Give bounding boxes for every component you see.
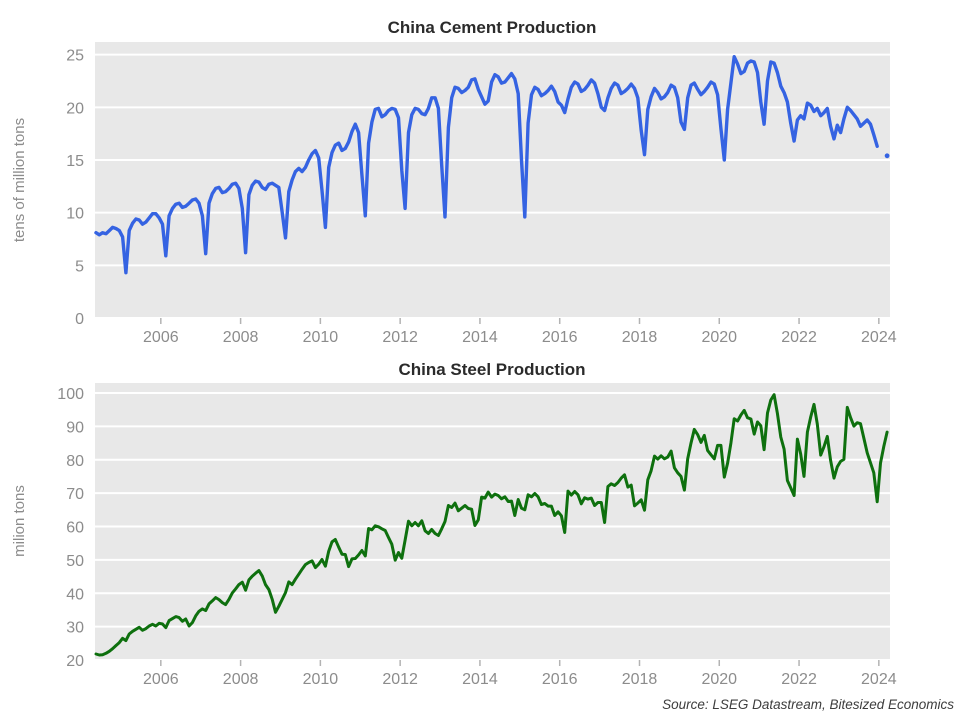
- y-tick-label: 0: [75, 311, 84, 328]
- x-tick-label: 2024: [861, 671, 897, 688]
- steel-chart-title: China Steel Production: [398, 360, 585, 379]
- y-tick-label: 20: [66, 653, 84, 670]
- x-tick-label: 2022: [781, 671, 817, 688]
- y-tick-label: 25: [66, 48, 84, 65]
- x-tick-label: 2020: [701, 671, 737, 688]
- cement-chart-title: China Cement Production: [388, 18, 597, 37]
- x-tick-label: 2018: [622, 329, 658, 346]
- cement-isolated-point: [884, 153, 890, 159]
- y-tick-label: 30: [66, 620, 84, 637]
- x-tick-label: 2018: [622, 671, 658, 688]
- y-tick-label: 70: [66, 486, 84, 503]
- steel-chart: China Steel Production milion tons 20 30 4…: [11, 360, 897, 688]
- plot-area: [95, 42, 890, 318]
- x-tick-label: 2016: [542, 671, 578, 688]
- x-tick-label: 2012: [382, 671, 418, 688]
- y-tick-label: 40: [66, 586, 84, 603]
- y-tick-label: 100: [57, 386, 84, 403]
- x-tick-label: 2014: [462, 329, 498, 346]
- y-tick-label: 20: [66, 100, 84, 117]
- y-tick-label: 80: [66, 453, 84, 470]
- plot-area: [95, 383, 890, 660]
- x-tick-label: 2006: [143, 329, 179, 346]
- x-tick-label: 2008: [223, 329, 259, 346]
- x-tick-label: 2022: [781, 329, 817, 346]
- y-tick-label: 10: [66, 206, 84, 223]
- x-tick-label: 2016: [542, 329, 578, 346]
- x-tick-label: 2006: [143, 671, 179, 688]
- x-tick-label: 2024: [861, 329, 897, 346]
- x-tick-label: 2012: [382, 329, 418, 346]
- y-tick-label: 5: [75, 258, 84, 275]
- x-tick-label: 2020: [701, 329, 737, 346]
- y-tick-label: 15: [66, 153, 84, 170]
- x-tick-label: 2008: [223, 671, 259, 688]
- cement-chart: China Cement Production tens of million …: [11, 18, 897, 346]
- x-tick-label: 2010: [303, 671, 339, 688]
- source-credit: Source: LSEG Datastream, Bitesized Econo…: [662, 697, 954, 712]
- steel-line: [94, 393, 889, 657]
- x-tick-label: 2014: [462, 671, 498, 688]
- cement-y-axis-label: tens of million tons: [11, 118, 28, 242]
- y-tick-label: 60: [66, 520, 84, 537]
- x-tick-label: 2010: [303, 329, 339, 346]
- y-tick-label: 50: [66, 553, 84, 570]
- steel-y-axis-label: milion tons: [11, 485, 28, 557]
- y-tick-label: 90: [66, 419, 84, 436]
